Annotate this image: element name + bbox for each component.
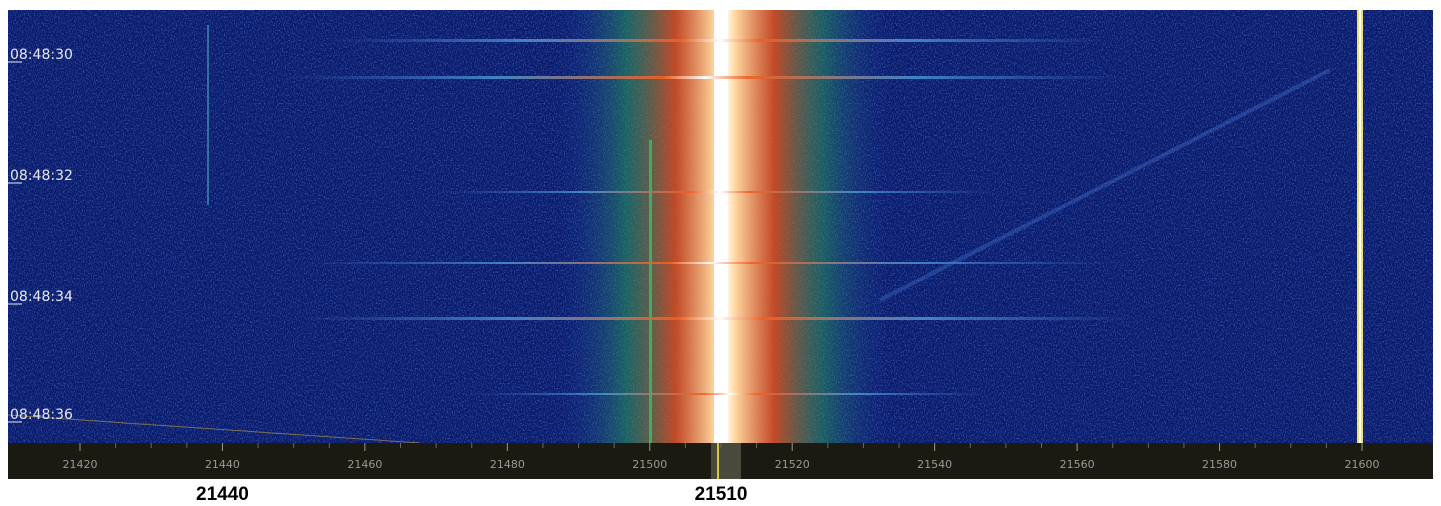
- pilot-line: [649, 140, 652, 443]
- frequency-label: 21500: [632, 458, 667, 471]
- frequency-marker: 21510: [695, 484, 748, 505]
- frequency-label: 21600: [1345, 458, 1380, 471]
- frequency-marker: 21440: [196, 484, 249, 505]
- marker-core: [1359, 10, 1361, 443]
- frequency-label: 21460: [347, 458, 382, 471]
- time-label: 08:48:32: [10, 168, 73, 184]
- frequency-label: 21420: [63, 458, 98, 471]
- passband: [711, 443, 741, 479]
- frequency-label: 21440: [205, 458, 240, 471]
- frequency-label: 21520: [775, 458, 810, 471]
- time-label: 08:48:30: [10, 47, 73, 63]
- frequency-label: 21540: [917, 458, 952, 471]
- carrier: [714, 10, 728, 443]
- frequency-label: 21560: [1060, 458, 1095, 471]
- weak-line: [207, 25, 209, 205]
- waterfall-view: 21420 21440 21460 21480 21500 21520 21540 21560…: [0, 0, 1441, 506]
- time-label: 08:48:34: [10, 289, 73, 305]
- time-label: 08:48:36: [10, 407, 73, 423]
- frequency-label: 21480: [490, 458, 525, 471]
- frequency-label: 21580: [1202, 458, 1237, 471]
